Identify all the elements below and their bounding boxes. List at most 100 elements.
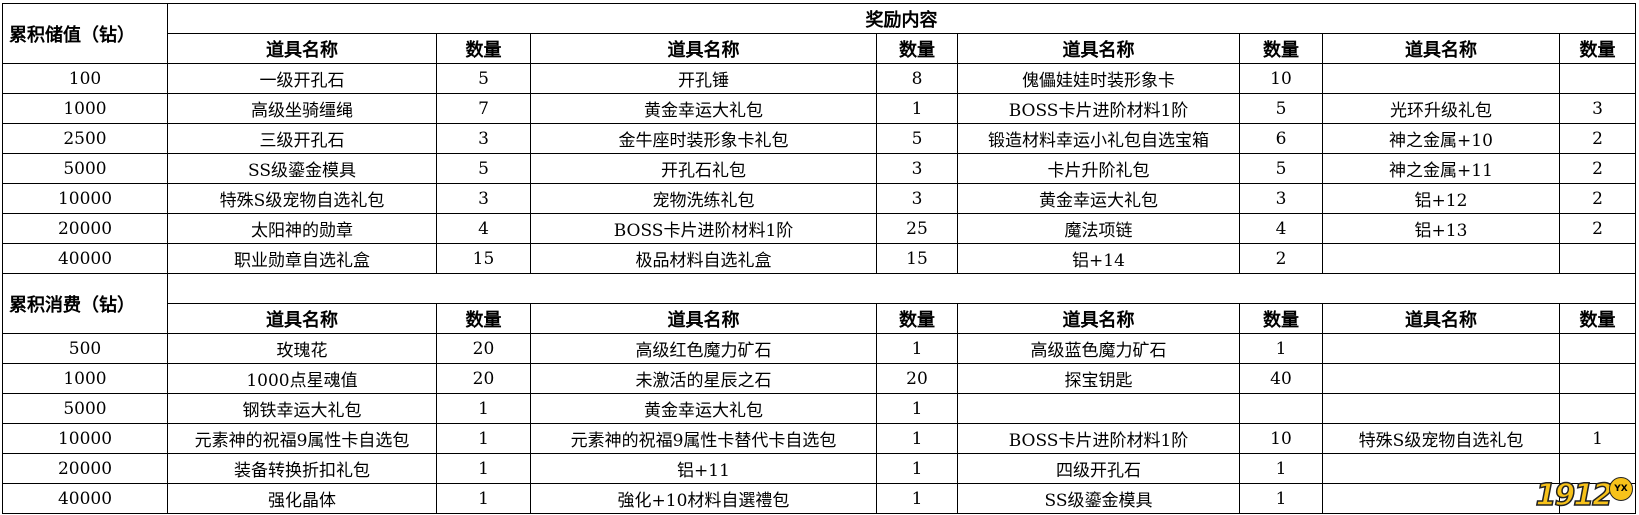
item-quantity-cell: 5 bbox=[436, 153, 531, 184]
table-row: 1000 高级坐骑缰绳 7 黄金幸运大礼包 1 BOSS卡片进阶材料1阶 5 光环升级礼包 3 bbox=[2, 93, 1636, 124]
item-quantity-cell: 3 bbox=[1559, 93, 1636, 124]
header-row: 道具名称 数量 道具名称 数量 道具名称 数量 道具名称 数量 bbox=[3, 303, 1636, 334]
item-name-cell: 神之金属+11 bbox=[1322, 153, 1560, 184]
item-name-cell bbox=[1322, 393, 1560, 424]
item-name-cell: 强化晶体 bbox=[167, 483, 437, 514]
item-name-cell bbox=[1322, 363, 1560, 394]
table-row: 10000 元素神的祝福9属性卡自选包 1 元素神的祝福9属性卡替代卡自选包 1 BOSS… bbox=[2, 423, 1636, 454]
item-name-cell: 开孔锤 bbox=[530, 63, 877, 94]
threshold-cell: 10000 bbox=[2, 423, 168, 454]
item-quantity-cell: 1 bbox=[1239, 333, 1323, 364]
item-quantity-cell: 1 bbox=[436, 453, 531, 484]
item-quantity-cell: 4 bbox=[436, 213, 531, 244]
item-quantity-cell: 1 bbox=[876, 393, 958, 424]
header-quantity: 数量 bbox=[876, 303, 958, 334]
item-name-cell: SS级鎏金模具 bbox=[957, 483, 1240, 514]
item-name-cell: 一级开孔石 bbox=[167, 63, 437, 94]
item-quantity-cell: 2 bbox=[1559, 123, 1636, 154]
table-row: 40000 强化晶体 1 強化+10材料自選禮包 1 SS级鎏金模具 1 bbox=[2, 483, 1636, 514]
item-name-cell: 卡片升阶礼包 bbox=[957, 153, 1240, 184]
item-quantity-cell: 20 bbox=[876, 363, 958, 394]
item-name-cell: BOSS卡片进阶材料1阶 bbox=[957, 93, 1240, 124]
threshold-cell: 100 bbox=[2, 63, 168, 94]
item-name-cell: 开孔石礼包 bbox=[530, 153, 877, 184]
item-quantity-cell: 40 bbox=[1239, 363, 1323, 394]
item-name-cell: SS级鎏金模具 bbox=[167, 153, 437, 184]
item-quantity-cell: 1 bbox=[876, 333, 958, 364]
reward-title: 奖励内容 bbox=[167, 3, 1636, 34]
item-name-cell: 铝+11 bbox=[530, 453, 877, 484]
item-name-cell: 四级开孔石 bbox=[957, 453, 1240, 484]
item-name-cell: BOSS卡片进阶材料1阶 bbox=[530, 213, 877, 244]
table-row: 40000 职业勋章自选礼盒 15 极品材料自选礼盒 15 铝+14 2 bbox=[2, 243, 1636, 274]
header-item-name: 道具名称 bbox=[957, 303, 1240, 334]
item-quantity-cell: 1 bbox=[436, 423, 531, 454]
item-name-cell: 宠物洗练礼包 bbox=[530, 183, 877, 214]
table-row: 20000 太阳神的勋章 4 BOSS卡片进阶材料1阶 25 魔法项链 4 铝+13 2 bbox=[2, 213, 1636, 244]
item-quantity-cell: 1 bbox=[1239, 453, 1323, 484]
table-row: 2500 三级开孔石 3 金牛座时装形象卡礼包 5 锻造材料幸运小礼包自选宝箱 6 神之金属+… bbox=[2, 123, 1636, 154]
watermark-number: 1912 bbox=[1535, 478, 1614, 513]
item-name-cell: 元素神的祝福9属性卡替代卡自选包 bbox=[530, 423, 877, 454]
item-name-cell: 金牛座时装形象卡礼包 bbox=[530, 123, 877, 154]
item-quantity-cell bbox=[1559, 333, 1636, 364]
item-quantity-cell: 1 bbox=[1239, 483, 1323, 514]
item-quantity-cell bbox=[1559, 363, 1636, 394]
header-item-name: 道具名称 bbox=[167, 303, 437, 334]
item-name-cell bbox=[1322, 63, 1560, 94]
item-quantity-cell: 10 bbox=[1239, 63, 1323, 94]
table-row: 100 一级开孔石 5 开孔锤 8 傀儡娃娃时装形象卡 10 bbox=[2, 63, 1636, 94]
item-quantity-cell bbox=[1239, 393, 1323, 424]
item-quantity-cell: 2 bbox=[1559, 183, 1636, 214]
item-quantity-cell: 3 bbox=[436, 123, 531, 154]
threshold-cell: 20000 bbox=[2, 213, 168, 244]
section-label: 累积消费（钻） bbox=[2, 273, 168, 334]
header-item-name: 道具名称 bbox=[530, 303, 877, 334]
header-quantity: 数量 bbox=[1559, 33, 1636, 64]
item-name-cell: 探宝钥匙 bbox=[957, 363, 1240, 394]
item-name-cell: 黄金幸运大礼包 bbox=[530, 393, 877, 424]
item-name-cell: 神之金属+10 bbox=[1322, 123, 1560, 154]
table-row: 1000 1000点星魂值 20 未激活的星辰之石 20 探宝钥匙 40 bbox=[2, 363, 1636, 394]
item-name-cell bbox=[1322, 453, 1560, 484]
item-name-cell: 铝+14 bbox=[957, 243, 1240, 274]
threshold-cell: 5000 bbox=[2, 393, 168, 424]
item-quantity-cell: 3 bbox=[876, 153, 958, 184]
section-label: 累积储值（钻） bbox=[2, 3, 168, 64]
item-quantity-cell: 15 bbox=[876, 243, 958, 274]
item-quantity-cell: 20 bbox=[436, 333, 531, 364]
item-quantity-cell: 5 bbox=[1239, 153, 1323, 184]
header-quantity: 数量 bbox=[1239, 33, 1323, 64]
item-quantity-cell: 2 bbox=[1559, 213, 1636, 244]
reward-table: 累积储值（钻） 奖励内容 道具名称 数量 道具名称 数量 道具名称 数量 道具名称 数量 100 一级… bbox=[2, 3, 1636, 514]
item-name-cell: 三级开孔石 bbox=[167, 123, 437, 154]
item-quantity-cell: 1 bbox=[876, 453, 958, 484]
item-quantity-cell: 7 bbox=[436, 93, 531, 124]
threshold-cell: 500 bbox=[2, 333, 168, 364]
item-quantity-cell: 3 bbox=[876, 183, 958, 214]
header-quantity: 数量 bbox=[1239, 303, 1323, 334]
item-name-cell: 锻造材料幸运小礼包自选宝箱 bbox=[957, 123, 1240, 154]
item-name-cell: 高级蓝色魔力矿石 bbox=[957, 333, 1240, 364]
header-quantity: 数量 bbox=[1559, 303, 1636, 334]
item-name-cell: 太阳神的勋章 bbox=[167, 213, 437, 244]
item-quantity-cell: 1 bbox=[876, 93, 958, 124]
item-name-cell: 极品材料自选礼盒 bbox=[530, 243, 877, 274]
item-quantity-cell: 1 bbox=[876, 423, 958, 454]
item-quantity-cell: 3 bbox=[1239, 183, 1323, 214]
item-name-cell bbox=[1322, 333, 1560, 364]
item-name-cell: 高级坐骑缰绳 bbox=[167, 93, 437, 124]
section-spacer bbox=[167, 273, 1636, 304]
table-row: 5000 钢铁幸运大礼包 1 黄金幸运大礼包 1 bbox=[2, 393, 1636, 424]
item-name-cell: 黄金幸运大礼包 bbox=[957, 183, 1240, 214]
item-quantity-cell bbox=[1559, 243, 1636, 274]
item-quantity-cell: 5 bbox=[876, 123, 958, 154]
item-quantity-cell: 2 bbox=[1239, 243, 1323, 274]
threshold-cell: 2500 bbox=[2, 123, 168, 154]
item-name-cell: 1000点星魂值 bbox=[167, 363, 437, 394]
header-row: 道具名称 数量 道具名称 数量 道具名称 数量 道具名称 数量 bbox=[3, 33, 1636, 64]
item-name-cell bbox=[957, 393, 1240, 424]
item-name-cell: 黄金幸运大礼包 bbox=[530, 93, 877, 124]
watermark-badge: YX bbox=[1609, 477, 1633, 501]
item-quantity-cell bbox=[1559, 63, 1636, 94]
